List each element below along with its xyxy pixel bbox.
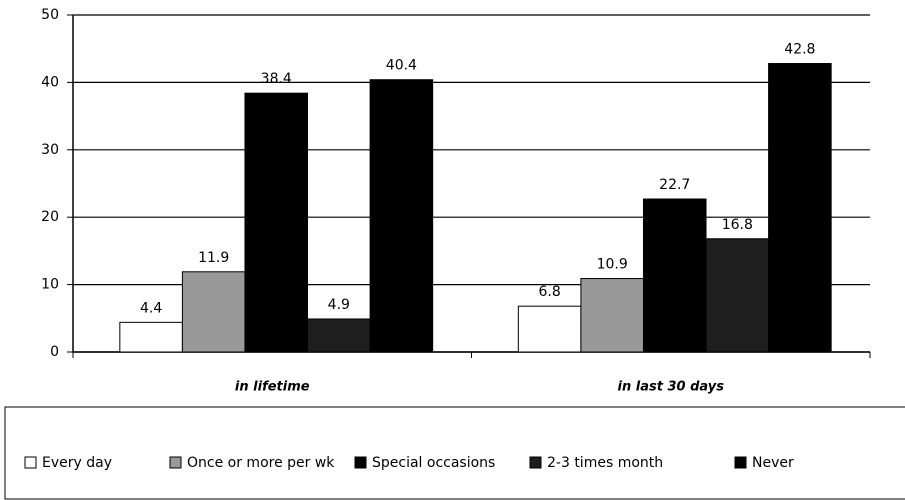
bar — [580, 278, 644, 353]
value-label: 40.4 — [386, 58, 417, 74]
y-tick-label: 20 — [41, 209, 59, 225]
x-tick-label: in last 30 days — [618, 380, 725, 395]
bar — [768, 63, 832, 353]
bar — [369, 79, 434, 353]
value-label: 4.4 — [140, 300, 162, 316]
value-label: 6.8 — [538, 284, 560, 300]
legend-label: Once or more per wk — [187, 455, 335, 471]
bar — [642, 198, 707, 353]
x-tick-label: in lifetime — [235, 380, 310, 395]
y-tick-label: 50 — [41, 7, 59, 23]
value-label: 10.9 — [597, 257, 628, 273]
legend-box — [4, 406, 905, 500]
legend-swatch — [734, 456, 747, 469]
bar — [244, 92, 309, 353]
bar — [181, 271, 246, 353]
legend-swatch — [529, 456, 542, 469]
value-label: 16.8 — [722, 217, 753, 233]
value-label: 11.9 — [198, 250, 229, 266]
value-label: 22.7 — [659, 177, 690, 193]
legend-label: Never — [752, 455, 794, 471]
value-label: 38.4 — [261, 71, 292, 87]
legend-swatch — [24, 456, 37, 469]
y-tick-label: 0 — [50, 344, 59, 360]
bar — [119, 321, 183, 353]
y-tick-label: 10 — [41, 277, 59, 293]
y-tick-label: 40 — [41, 74, 59, 90]
value-label: 4.9 — [328, 297, 350, 313]
legend-label: 2-3 times month — [547, 455, 663, 471]
value-label: 42.8 — [784, 42, 815, 58]
bar — [705, 238, 770, 353]
legend-swatch — [354, 456, 367, 469]
legend-label: Every day — [42, 455, 112, 471]
y-tick-label: 30 — [41, 142, 59, 158]
bar — [517, 305, 582, 353]
legend-label: Special occasions — [372, 455, 495, 471]
legend-swatch — [169, 456, 182, 469]
bar — [307, 318, 371, 353]
